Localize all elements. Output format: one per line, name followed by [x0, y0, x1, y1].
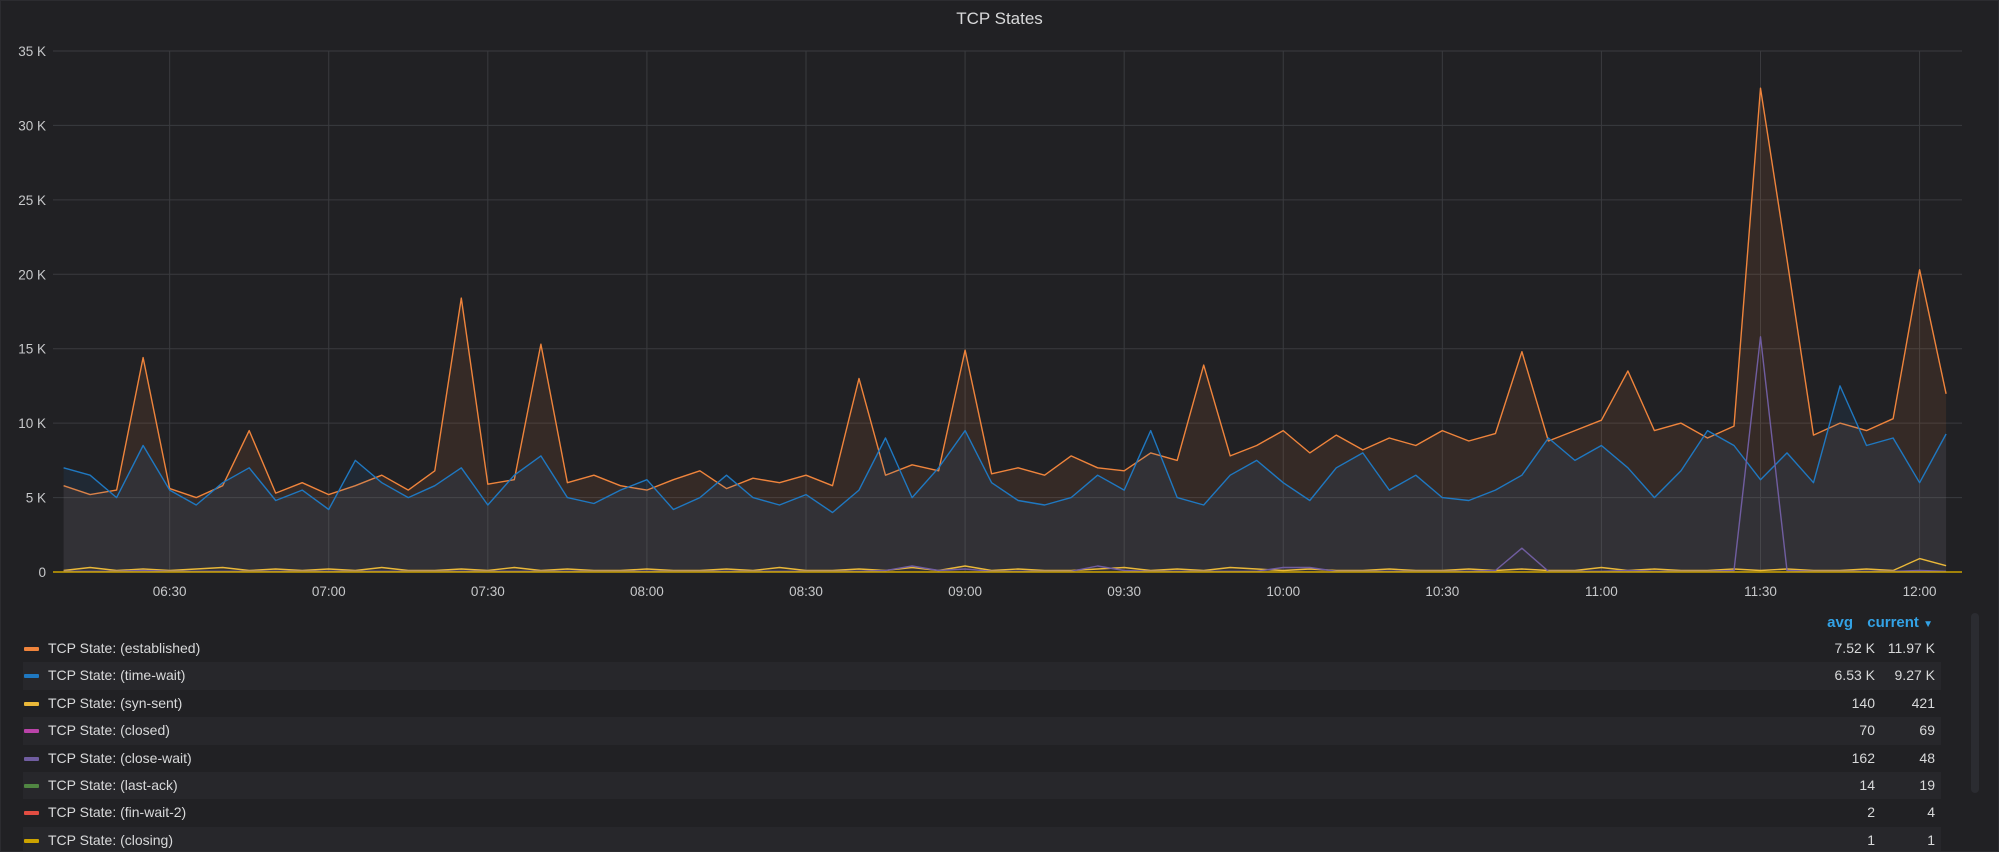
x-tick-label: 11:30 — [1744, 584, 1777, 599]
y-tick-label: 5 K — [26, 491, 46, 506]
legend-item-avg: 7.52 K — [1834, 640, 1875, 656]
legend-item[interactable]: TCP State: (closed) 70 69 — [23, 717, 1941, 745]
x-tick-label: 12:00 — [1903, 584, 1937, 599]
legend-table: avg current ▼ TCP State: (established) 7… — [23, 609, 1963, 851]
legend-item-avg: 2 — [1867, 804, 1875, 821]
legend-item-current: 19 — [1919, 776, 1935, 793]
legend-item-current: 1 — [1927, 831, 1935, 848]
legend-item-avg: 14 — [1859, 776, 1875, 793]
legend-item[interactable]: TCP State: (last-ack) 14 19 — [23, 771, 1941, 800]
legend-item-current: 69 — [1919, 722, 1935, 739]
legend-item-label[interactable]: TCP State: (closed) — [48, 722, 170, 739]
x-tick-label: 08:30 — [789, 584, 823, 599]
legend-item-label[interactable]: TCP State: (fin-wait-2) — [48, 804, 187, 821]
x-tick-label: 10:00 — [1266, 584, 1300, 599]
legend-item-current: 9.27 K — [1894, 667, 1935, 684]
legend-item-avg: 140 — [1851, 694, 1875, 711]
legend-item-current: 4 — [1927, 804, 1935, 821]
legend-item-avg: 6.53 K — [1834, 667, 1875, 684]
y-tick-label: 25 K — [18, 193, 46, 208]
legend-header-avg[interactable]: avg — [1827, 614, 1853, 631]
legend-item-label[interactable]: TCP State: (last-ack) — [48, 776, 178, 793]
legend-item-avg: 162 — [1851, 749, 1875, 766]
legend-item-label[interactable]: TCP State: (closing) — [48, 831, 174, 848]
series-color-swatch[interactable] — [24, 838, 39, 843]
legend-item[interactable]: TCP State: (closing) 1 1 — [23, 826, 1941, 851]
y-tick-label: 20 K — [18, 267, 46, 282]
x-tick-label: 06:30 — [153, 584, 187, 599]
x-tick-label: 09:30 — [1107, 584, 1141, 599]
legend-item[interactable]: TCP State: (established) 7.52 K 11.97 K — [23, 635, 1941, 662]
legend-item-label[interactable]: TCP State: (time-wait) — [48, 667, 186, 684]
tcp-states-chart[interactable]: 0 5 K 10 K 15 K 20 K 25 K 30 K 35 K 06:30 07:00 07… — [1, 1, 1999, 606]
legend-item-avg: 70 — [1859, 722, 1875, 739]
y-tick-label: 10 K — [18, 416, 46, 431]
x-tick-label: 07:00 — [312, 584, 346, 599]
legend-item[interactable]: TCP State: (time-wait) 6.53 K 9.27 K — [23, 662, 1941, 690]
panel-title[interactable]: TCP States — [956, 9, 1043, 28]
caret-down-icon: ▼ — [1923, 619, 1933, 630]
series-color-swatch[interactable] — [24, 811, 39, 816]
x-tick-label: 11:00 — [1585, 584, 1618, 599]
x-tick-label: 08:00 — [630, 584, 664, 599]
x-tick-label: 10:30 — [1425, 584, 1459, 599]
legend-header-current-label: current — [1867, 614, 1919, 631]
legend-scrollbar[interactable] — [1971, 613, 1979, 793]
x-tick-label: 09:00 — [948, 584, 982, 599]
legend-item[interactable]: TCP State: (fin-wait-2) 2 4 — [23, 799, 1941, 826]
series-color-swatch[interactable] — [24, 674, 39, 679]
legend-rows: TCP State: (established) 7.52 K 11.97 K … — [23, 635, 1941, 851]
series-line — [63, 87, 1947, 499]
legend-header-current[interactable]: current ▼ — [1867, 614, 1933, 631]
series-color-swatch[interactable] — [24, 756, 39, 761]
y-tick-label: 35 K — [18, 44, 46, 59]
legend-item-label[interactable]: TCP State: (established) — [48, 640, 201, 656]
legend-item[interactable]: TCP State: (syn-sent) 140 421 — [23, 690, 1941, 717]
legend-item-current: 421 — [1911, 694, 1935, 711]
legend-item-label[interactable]: TCP State: (syn-sent) — [48, 694, 183, 711]
legend-item-current: 48 — [1919, 749, 1935, 766]
series-color-swatch[interactable] — [24, 783, 39, 788]
series-area — [63, 385, 1947, 572]
series-color-swatch[interactable] — [24, 701, 39, 706]
series-line — [63, 385, 1947, 514]
legend-item[interactable]: TCP State: (close-wait) 162 48 — [23, 745, 1941, 772]
y-tick-label: 0 — [38, 565, 46, 580]
legend-item-avg: 1 — [1867, 831, 1875, 848]
x-tick-label: 07:30 — [471, 584, 505, 599]
series-area — [63, 88, 1947, 572]
series-color-swatch[interactable] — [24, 729, 39, 734]
series-color-swatch[interactable] — [24, 647, 39, 651]
y-tick-label: 15 K — [18, 342, 46, 357]
legend-item-label[interactable]: TCP State: (close-wait) — [48, 749, 192, 766]
y-tick-label: 30 K — [18, 118, 46, 133]
legend-item-current: 11.97 K — [1887, 640, 1935, 656]
